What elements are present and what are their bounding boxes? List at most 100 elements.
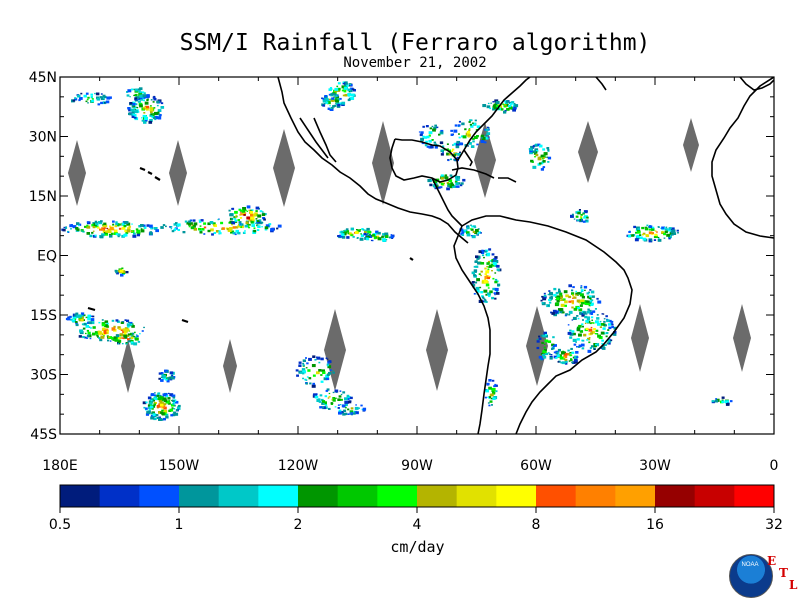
rain-cell <box>226 228 230 231</box>
rain-cell <box>422 135 425 138</box>
rain-cell <box>551 312 555 315</box>
rain-cell <box>470 228 472 230</box>
rain-cell <box>418 131 421 133</box>
rain-cell <box>169 408 174 412</box>
rain-cell <box>232 231 236 235</box>
rain-cell <box>96 221 98 224</box>
rain-cell <box>535 143 538 146</box>
rain-cell <box>319 406 323 409</box>
rain-cell <box>474 260 478 263</box>
rain-cell <box>129 337 132 340</box>
rain-cell <box>347 232 350 235</box>
rain-cell <box>481 280 486 284</box>
rain-cell <box>104 232 109 236</box>
rain-cell <box>476 255 481 259</box>
rain-cell <box>547 305 550 307</box>
rain-cell <box>354 406 359 410</box>
rain-cell <box>157 109 162 112</box>
lat-label: 45N <box>29 70 57 86</box>
rain-cell <box>486 126 489 129</box>
rain-cell <box>569 336 573 339</box>
rain-cell <box>585 313 588 315</box>
rain-cell <box>117 224 120 227</box>
rain-cell <box>451 150 454 152</box>
rain-cell <box>102 224 105 227</box>
rain-cell <box>447 159 450 162</box>
rain-cell <box>261 211 264 213</box>
rain-cell <box>333 96 335 98</box>
rain-cell <box>101 323 106 327</box>
rain-cell <box>128 108 132 112</box>
rain-cell <box>172 396 176 399</box>
rain-cell <box>147 404 152 408</box>
rain-cell <box>298 364 302 367</box>
rain-cell <box>456 156 460 159</box>
rain-cell <box>245 209 247 211</box>
rain-cell <box>125 342 128 345</box>
rain-cell <box>348 97 351 100</box>
rain-cell <box>211 233 214 236</box>
rain-cell <box>69 315 72 318</box>
rain-cell <box>599 320 602 323</box>
rain-cell <box>547 150 550 152</box>
rain-cell <box>372 234 375 237</box>
rain-cell <box>481 300 485 303</box>
rain-cell <box>359 229 362 231</box>
rain-cell <box>547 149 550 151</box>
rain-cell <box>589 289 592 291</box>
rain-cell <box>563 290 568 294</box>
rain-cell <box>115 319 119 322</box>
rain-cell <box>159 405 162 408</box>
rain-cell <box>480 139 485 143</box>
rain-cell <box>116 320 120 323</box>
rain-cell <box>450 182 454 185</box>
rain-cell <box>470 125 474 128</box>
rain-cell <box>163 403 167 406</box>
rain-cell <box>154 392 156 394</box>
rain-cell <box>574 355 578 359</box>
rain-cell <box>642 237 647 241</box>
rain-cell <box>160 102 164 105</box>
rain-cell <box>564 359 568 362</box>
coast-central-america <box>431 177 463 227</box>
rain-cell <box>609 338 611 340</box>
rain-cell <box>470 224 472 226</box>
lon-label: 120W <box>278 458 319 474</box>
rain-cell <box>475 265 479 268</box>
rain-cell <box>117 235 120 238</box>
rain-cell <box>87 317 91 321</box>
rain-cell <box>340 230 345 234</box>
rain-cell <box>123 329 128 333</box>
rain-cell <box>268 223 272 226</box>
rain-cell <box>434 146 438 149</box>
rain-cell <box>239 214 241 216</box>
rain-cell <box>548 298 551 302</box>
rain-cell <box>473 265 476 268</box>
rain-cell <box>341 233 345 236</box>
rain-cell <box>334 397 337 399</box>
rain-cell <box>579 293 582 296</box>
rain-cell <box>352 235 355 238</box>
rain-cell <box>474 136 478 139</box>
rain-cell <box>721 396 725 399</box>
rain-cell <box>457 182 461 185</box>
rain-cell <box>186 221 190 225</box>
rain-cell <box>193 227 198 231</box>
colorbar-swatch <box>575 485 616 507</box>
rain-cell <box>229 213 233 217</box>
rain-cell <box>576 326 581 330</box>
lat-label: 30N <box>29 130 57 146</box>
rain-cell <box>158 399 162 403</box>
rain-cell <box>576 346 578 348</box>
rain-cell <box>337 407 340 409</box>
rain-cell <box>149 402 153 405</box>
rain-cell <box>95 92 100 96</box>
rain-cell <box>103 95 107 99</box>
rain-cell <box>573 343 577 346</box>
rain-cell <box>339 97 342 100</box>
rain-cell <box>431 139 434 141</box>
rain-cell <box>123 224 127 228</box>
rain-cell <box>173 411 176 414</box>
rain-cell <box>165 413 169 416</box>
rain-cell <box>627 234 632 238</box>
